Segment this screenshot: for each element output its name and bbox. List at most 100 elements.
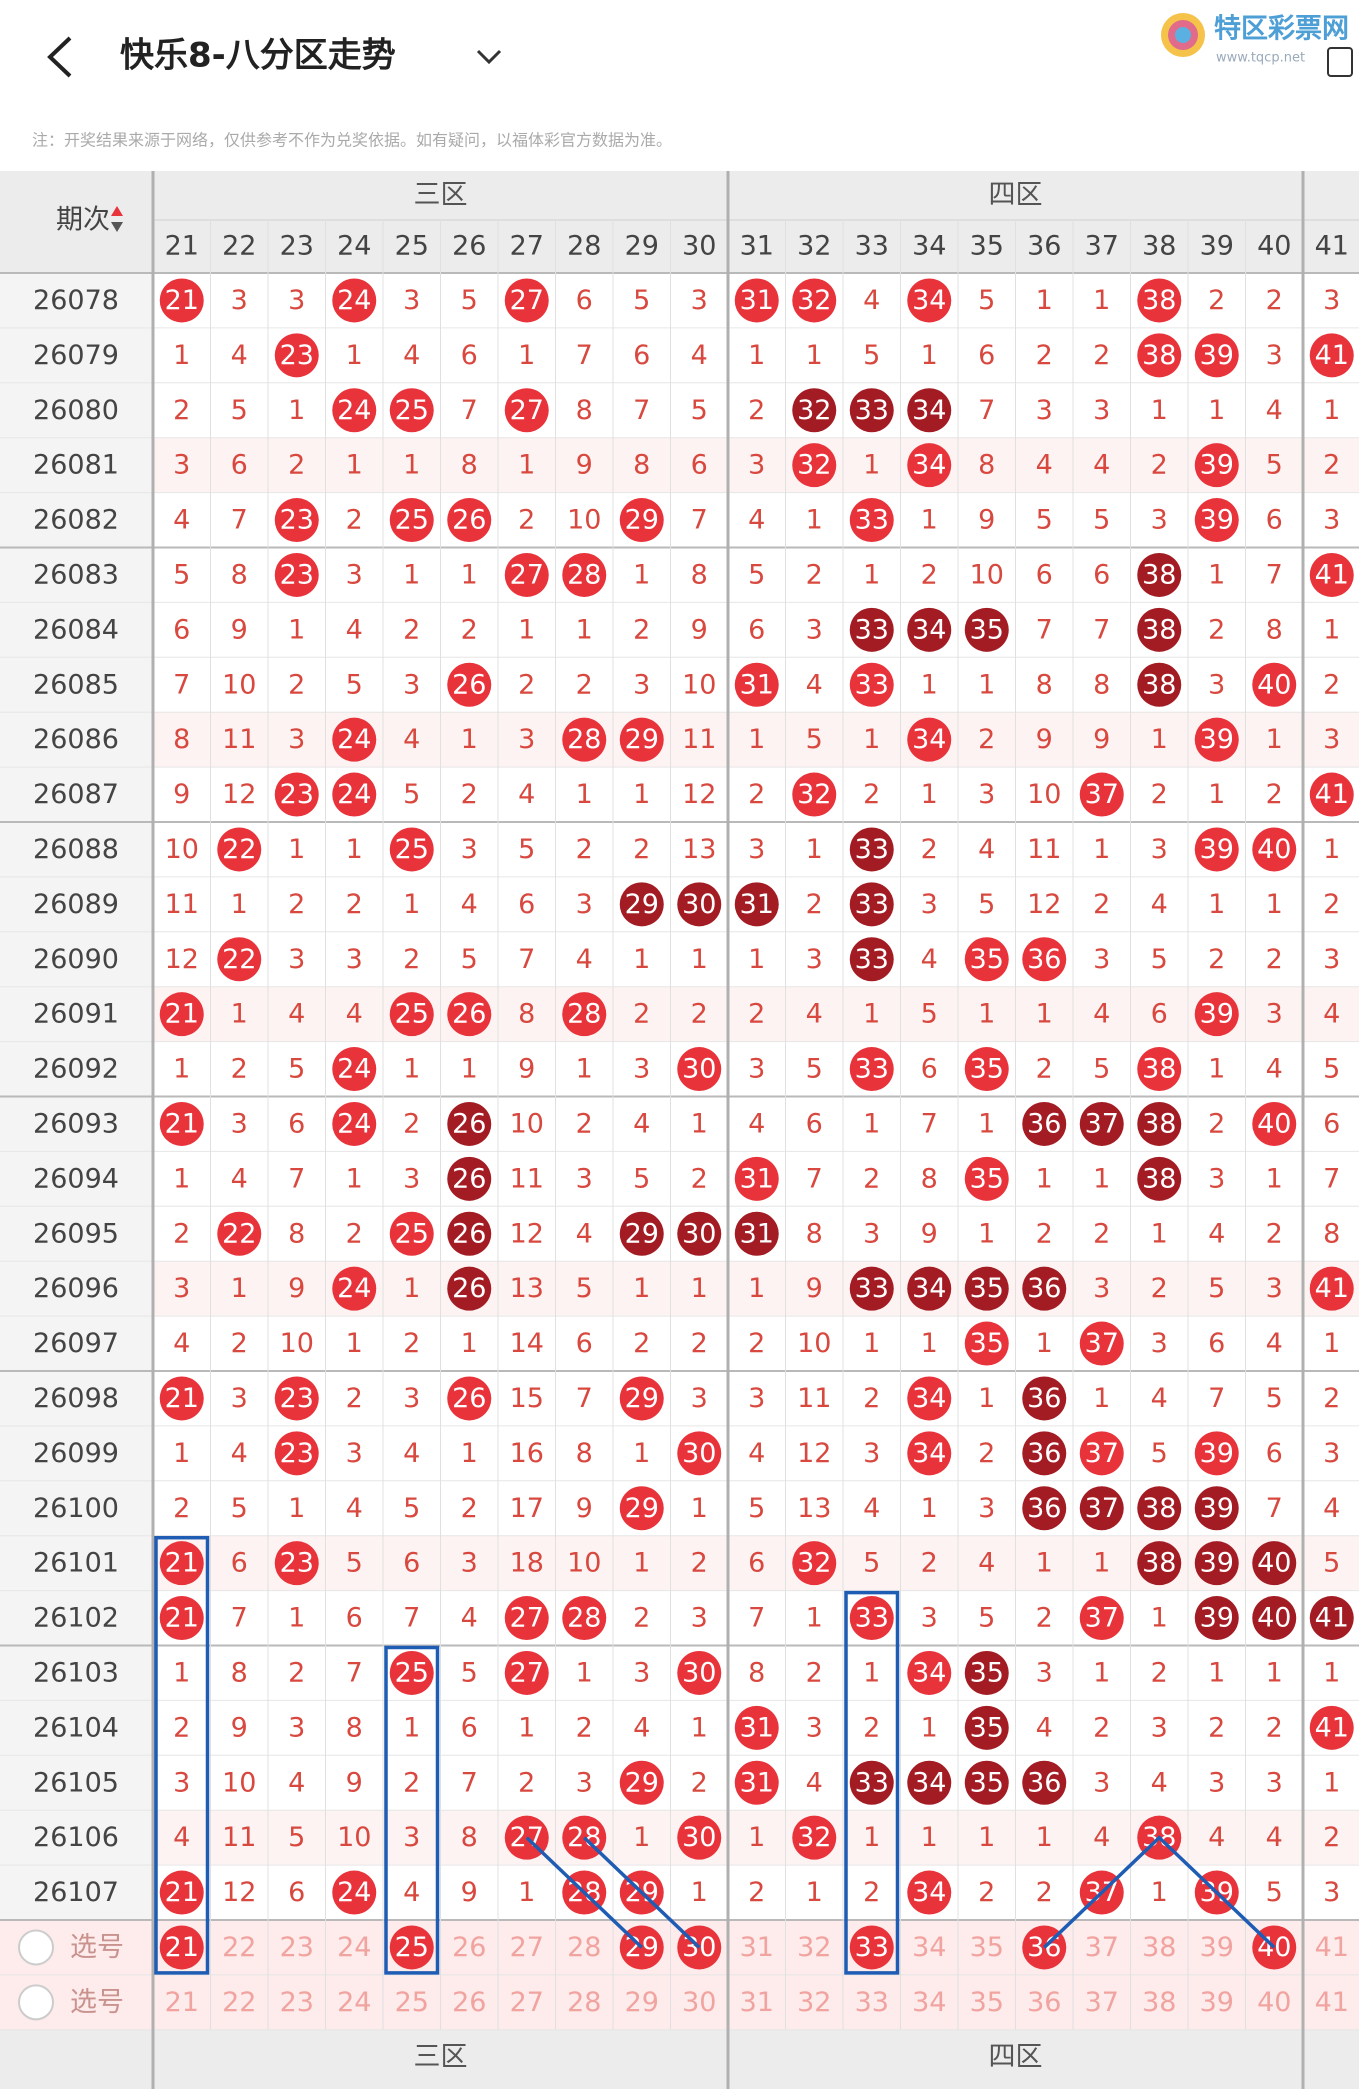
- miss-number: 4: [231, 1163, 248, 1194]
- miss-number: 9: [231, 1712, 248, 1743]
- miss-number: 3: [288, 944, 305, 975]
- hit-circle: [619, 882, 664, 927]
- column-number: 40: [1257, 231, 1291, 262]
- miss-number: 8: [978, 450, 995, 481]
- select-radio[interactable]: [18, 1929, 54, 1966]
- hit-number: 23: [280, 559, 314, 590]
- hit-circle: [1137, 552, 1182, 597]
- hit-circle: [332, 772, 377, 817]
- miss-number: 1: [1208, 559, 1225, 590]
- miss-number: 10: [280, 1328, 314, 1359]
- miss-number: 7: [748, 1603, 765, 1634]
- miss-number: 24: [337, 1932, 371, 1963]
- column-number: 38: [1142, 231, 1176, 262]
- hit-number: 34: [912, 1877, 946, 1908]
- hit-circle: [389, 992, 434, 1037]
- hit-circle: [217, 827, 262, 872]
- miss-number: 2: [1266, 1712, 1283, 1743]
- miss-number: 3: [863, 1438, 880, 1469]
- miss-number: 7: [1093, 614, 1110, 645]
- hit-number: 39: [1200, 1493, 1234, 1524]
- hit-circle: [274, 1541, 319, 1586]
- hit-circle: [907, 388, 952, 433]
- miss-number: 4: [403, 340, 420, 371]
- miss-number: 4: [633, 1108, 650, 1139]
- column-number: 34: [912, 231, 946, 262]
- miss-number: 1: [863, 1328, 880, 1359]
- miss-number: 3: [691, 1383, 708, 1414]
- hit-circle: [964, 1705, 1009, 1750]
- table-header-bg: [0, 171, 1359, 273]
- miss-number: 1: [1151, 1603, 1168, 1634]
- miss-number: 3: [1151, 1712, 1168, 1743]
- miss-number: 9: [1036, 724, 1053, 755]
- miss-number: 13: [682, 834, 716, 865]
- miss-number: 9: [691, 614, 708, 645]
- hit-circle: [907, 1870, 952, 1915]
- issue-number: 26090: [33, 944, 119, 975]
- miss-number: 2: [1151, 450, 1168, 481]
- miss-number: 10: [337, 1822, 371, 1853]
- select-radio[interactable]: [18, 1984, 54, 2021]
- hit-circle: [274, 772, 319, 817]
- miss-number: 11: [510, 1163, 544, 1194]
- hit-number: 29: [625, 1767, 659, 1798]
- menu-icon[interactable]: [1327, 47, 1353, 77]
- miss-number: 6: [461, 1712, 478, 1743]
- hit-circle: [907, 1266, 952, 1311]
- hit-number: 38: [1142, 1054, 1176, 1085]
- miss-number: 4: [288, 999, 305, 1030]
- miss-number: 1: [863, 559, 880, 590]
- miss-number: 9: [921, 1218, 938, 1249]
- miss-number: 8: [691, 559, 708, 590]
- miss-number: 2: [346, 1383, 363, 1414]
- hit-number: 39: [1200, 1603, 1234, 1634]
- miss-number: 2: [1093, 1712, 1110, 1743]
- miss-number: 4: [231, 340, 248, 371]
- miss-number: 1: [863, 1822, 880, 1853]
- miss-number: 2: [461, 779, 478, 810]
- miss-number: 5: [978, 889, 995, 920]
- miss-number: 40: [1257, 1987, 1291, 2018]
- hit-number: 21: [165, 1603, 199, 1634]
- miss-number: 3: [1266, 1767, 1283, 1798]
- miss-number: 3: [1323, 1877, 1340, 1908]
- miss-number: 3: [288, 285, 305, 316]
- miss-number: 1: [1093, 1657, 1110, 1688]
- miss-number: 4: [403, 1877, 420, 1908]
- miss-number: 3: [921, 889, 938, 920]
- miss-number: 1: [978, 1108, 995, 1139]
- miss-number: 5: [1323, 1548, 1340, 1579]
- miss-number: 2: [1036, 1877, 1053, 1908]
- miss-number: 1: [1151, 724, 1168, 755]
- miss-number: 41: [1315, 1987, 1349, 2018]
- miss-number: 6: [231, 1548, 248, 1579]
- hit-circle: [677, 882, 722, 927]
- miss-number: 7: [173, 669, 190, 700]
- miss-number: 3: [231, 1383, 248, 1414]
- miss-number: 7: [1036, 614, 1053, 645]
- hit-number: 34: [912, 1438, 946, 1469]
- miss-number: 2: [1151, 779, 1168, 810]
- miss-number: 8: [806, 1218, 823, 1249]
- title-dropdown[interactable]: [476, 49, 502, 65]
- miss-number: 1: [518, 340, 535, 371]
- hit-circle: [1137, 607, 1182, 652]
- hit-number: 22: [222, 1218, 256, 1249]
- miss-number: 4: [1266, 1822, 1283, 1853]
- miss-number: 1: [633, 779, 650, 810]
- miss-number: 1: [806, 834, 823, 865]
- miss-number: 2: [748, 779, 765, 810]
- hit-circle: [504, 1596, 549, 1641]
- miss-number: 4: [1036, 1712, 1053, 1743]
- back-button[interactable]: [47, 36, 72, 78]
- zone-label: 四区: [989, 180, 1043, 211]
- hit-number: 40: [1257, 669, 1291, 700]
- hit-number: 34: [912, 1273, 946, 1304]
- miss-number: 3: [403, 285, 420, 316]
- miss-number: 5: [403, 1493, 420, 1524]
- miss-number: 9: [806, 1273, 823, 1304]
- miss-number: 35: [970, 1932, 1004, 1963]
- miss-number: 4: [806, 1767, 823, 1798]
- hit-circle: [389, 1925, 434, 1970]
